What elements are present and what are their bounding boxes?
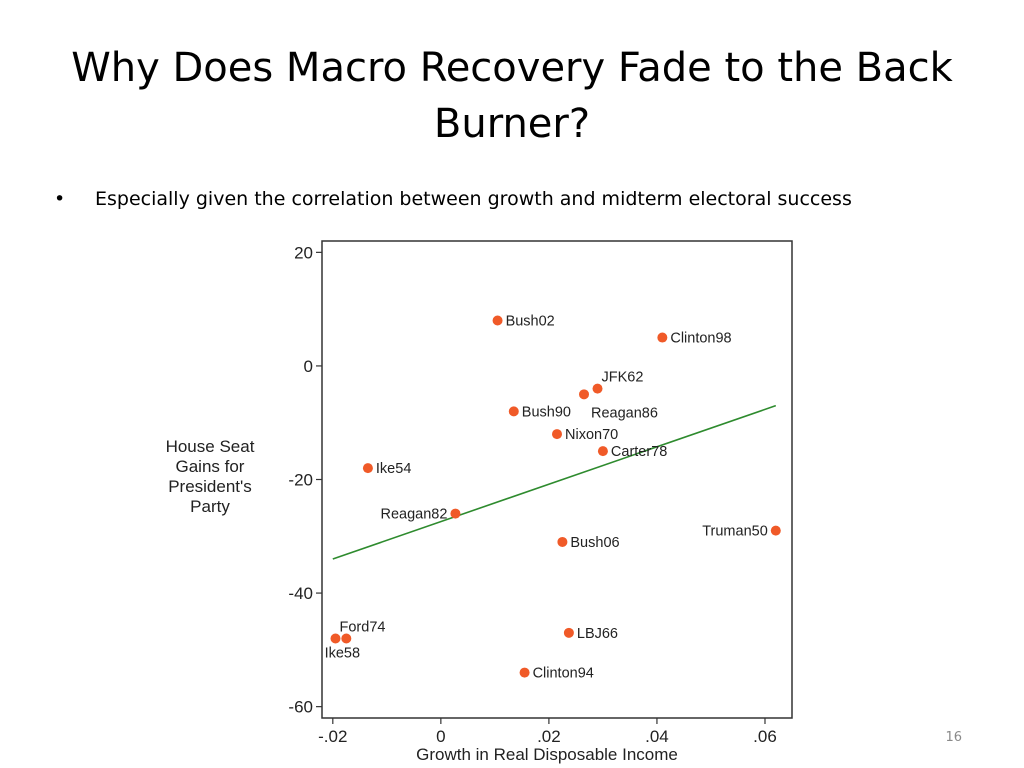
data-point	[330, 633, 341, 644]
bullet-item: • Especially given the correlation betwe…	[54, 186, 852, 212]
data-point-label: Ford74	[340, 620, 386, 636]
data-point-label: Clinton98	[670, 331, 731, 347]
x-tick-label: 0	[436, 727, 445, 746]
data-point	[579, 389, 590, 400]
y-tick-label: -20	[288, 471, 313, 490]
data-point	[657, 332, 668, 343]
data-point	[341, 633, 352, 644]
fit-line	[332, 404, 777, 560]
data-point	[519, 667, 530, 678]
x-tick-label: .04	[645, 727, 669, 746]
x-tick-label: .02	[537, 727, 561, 746]
y-tick-label: -60	[288, 698, 313, 717]
data-point-label: Ike54	[376, 461, 411, 477]
data-point-label: Bush06	[570, 535, 619, 551]
data-point	[597, 446, 608, 457]
data-point	[563, 627, 574, 638]
data-point	[492, 315, 503, 326]
y-axis-label-line: President's	[168, 477, 252, 496]
page-number: 16	[945, 730, 962, 745]
data-point-label: Reagan82	[381, 507, 448, 523]
bullet-list: • Especially given the correlation betwe…	[54, 186, 852, 212]
data-point-label: JFK62	[602, 370, 644, 386]
slide-title: Why Does Macro Recovery Fade to the Back…	[71, 45, 953, 147]
data-point-label: Bush02	[506, 314, 555, 330]
y-tick-label: -40	[288, 584, 313, 603]
data-point	[557, 536, 568, 547]
plot-frame	[321, 240, 793, 719]
data-point	[450, 508, 461, 519]
y-axis-label-line: Gains for	[176, 457, 245, 476]
y-axis-label-line: Party	[190, 497, 230, 516]
chart-svg: Bush02 Clinton98 JFK62 Reagan86 Bush90 Nixon7…	[166, 240, 793, 764]
x-tick-label: .06	[753, 727, 777, 746]
bullet-dot-icon: •	[54, 188, 66, 210]
data-point	[592, 383, 603, 394]
data-point	[770, 525, 781, 536]
data-point-label: Carter78	[611, 444, 667, 460]
data-point-label: Nixon70	[565, 427, 618, 443]
bullet-text: Especially given the correlation between…	[95, 188, 852, 210]
data-point-label: Clinton94	[533, 666, 594, 682]
data-point-label: Ike58	[325, 646, 360, 662]
y-axis-label-line: House Seat	[166, 437, 255, 456]
data-point-label: Reagan86	[591, 405, 658, 421]
data-point	[362, 463, 373, 474]
x-tick-label: -.02	[318, 727, 347, 746]
data-point-label: LBJ66	[577, 626, 618, 642]
data-point	[552, 429, 562, 440]
y-tick-label: 0	[304, 357, 313, 376]
x-axis-label: Growth in Real Disposable Income	[416, 745, 678, 764]
data-point-label: Bush90	[522, 404, 571, 420]
data-point	[508, 406, 519, 417]
y-axis-label: House Seat Gains for President's Party	[166, 437, 255, 516]
y-tick-label: 20	[294, 243, 313, 262]
data-point-label: Truman50	[702, 524, 768, 540]
scatter-chart: Bush02 Clinton98 JFK62 Reagan86 Bush90 Nixon7…	[160, 230, 820, 768]
